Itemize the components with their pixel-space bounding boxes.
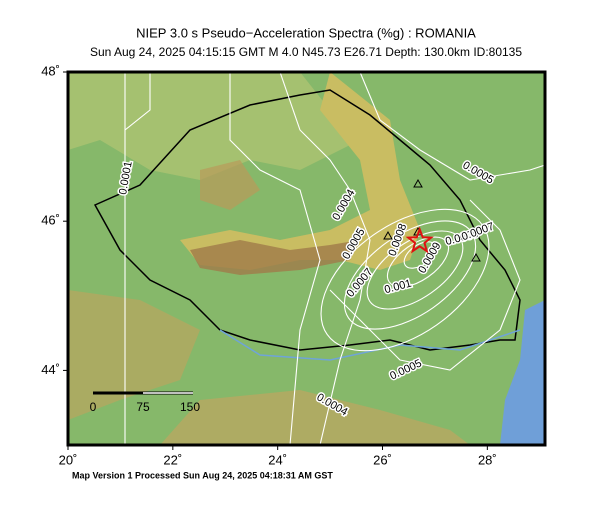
- map-subtitle: Sun Aug 24, 2025 04:15:15 GMT M 4.0 N45.…: [90, 45, 522, 59]
- high-peaks: [190, 240, 360, 275]
- danube: [219, 329, 521, 361]
- hills: [68, 72, 360, 180]
- y-tick-label: 44˚: [41, 362, 60, 377]
- x-tick-label: 20˚: [59, 452, 78, 467]
- footer: Map Version 1 Processed Sun Aug 24, 2025…: [72, 470, 333, 480]
- scale-label: 0: [90, 400, 97, 414]
- contours: [124, 72, 545, 445]
- balkans-west: [68, 290, 200, 420]
- scale-label: 75: [136, 400, 150, 414]
- y-tick-label: 48˚: [41, 63, 60, 78]
- x-tick-label: 24˚: [268, 452, 287, 467]
- y-tick-label: 46˚: [41, 213, 60, 228]
- x-tick-label: 26˚: [373, 452, 392, 467]
- black-sea: [500, 300, 545, 445]
- balkans-south: [160, 390, 470, 445]
- apuseni: [200, 160, 260, 210]
- map-title: NIEP 3.0 s Pseudo−Acceleration Spectra (…: [136, 25, 476, 40]
- mountains: [180, 72, 420, 270]
- x-tick-label: 28˚: [478, 452, 497, 467]
- terrain: [68, 72, 545, 445]
- x-tick-label: 22˚: [163, 452, 182, 467]
- map-frame: [66, 70, 547, 447]
- epicenter: [405, 226, 434, 254]
- romania-border: [93, 89, 521, 351]
- scale-label: 150: [180, 400, 200, 414]
